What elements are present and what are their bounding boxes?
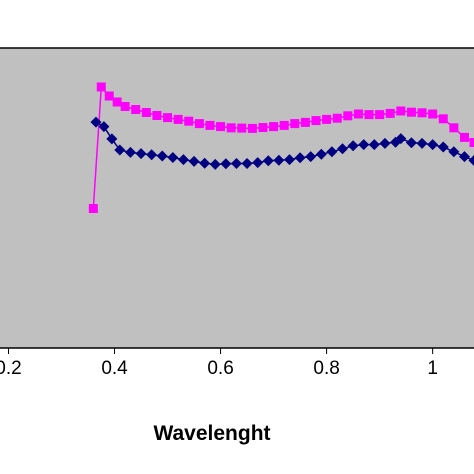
data-point xyxy=(279,120,289,130)
data-point xyxy=(347,140,359,152)
data-point xyxy=(216,122,226,132)
data-point xyxy=(322,114,332,124)
data-point xyxy=(337,143,349,155)
data-point xyxy=(173,114,183,124)
data-point xyxy=(237,123,247,133)
data-point xyxy=(90,116,102,128)
data-point xyxy=(273,154,285,166)
data-point xyxy=(163,113,173,123)
data-point xyxy=(124,146,136,158)
data-point xyxy=(294,152,306,164)
data-point xyxy=(98,121,110,133)
x-tick-label: 0.6 xyxy=(207,358,233,379)
data-point xyxy=(379,137,391,149)
data-point xyxy=(152,111,162,120)
data-point xyxy=(104,91,114,101)
data-point xyxy=(416,137,428,149)
data-point xyxy=(395,133,407,145)
data-point xyxy=(96,82,106,92)
data-point xyxy=(262,155,274,167)
data-point xyxy=(428,109,438,119)
data-point xyxy=(209,158,221,170)
data-point xyxy=(343,111,353,121)
data-point xyxy=(188,155,200,167)
data-point xyxy=(156,150,168,162)
data-point xyxy=(458,151,470,163)
data-point xyxy=(199,157,211,169)
data-point xyxy=(269,122,279,132)
data-point xyxy=(230,158,242,169)
data-point xyxy=(468,155,474,166)
data-point xyxy=(368,139,380,151)
x-tick-label: 0.4 xyxy=(101,358,128,379)
data-point xyxy=(358,139,370,151)
data-point xyxy=(405,137,417,149)
data-point xyxy=(205,120,215,130)
data-point xyxy=(396,106,406,116)
data-point xyxy=(112,97,122,107)
data-point xyxy=(283,154,295,166)
series-layer xyxy=(88,82,474,213)
series-2 xyxy=(90,116,474,170)
data-point xyxy=(438,114,448,124)
data-point xyxy=(459,132,469,142)
data-point xyxy=(177,154,189,166)
data-point xyxy=(226,123,236,133)
x-axis: 0.2 0.4 0.6 0.8 1 xyxy=(0,348,438,379)
data-point xyxy=(252,157,264,169)
data-point xyxy=(364,110,374,120)
data-point xyxy=(141,108,151,117)
series-1 xyxy=(88,82,474,213)
data-point xyxy=(258,123,268,132)
x-tick-label: 1 xyxy=(427,358,438,379)
x-tick-label: 0.2 xyxy=(0,358,22,379)
x-tick-label: 0.8 xyxy=(313,358,339,379)
data-point xyxy=(449,123,459,133)
data-point xyxy=(385,108,395,118)
data-point xyxy=(448,146,460,158)
data-point xyxy=(241,158,253,169)
data-point xyxy=(311,116,321,126)
data-point xyxy=(427,139,439,151)
data-point xyxy=(194,119,204,129)
data-point xyxy=(332,113,342,123)
data-point xyxy=(106,133,118,145)
data-point xyxy=(290,119,300,129)
data-point xyxy=(220,158,232,170)
data-point xyxy=(437,141,449,153)
data-point xyxy=(375,110,385,120)
data-point xyxy=(114,144,126,156)
data-point xyxy=(305,151,317,163)
data-point xyxy=(469,138,474,147)
data-point xyxy=(417,108,427,118)
data-point xyxy=(167,152,179,163)
data-point xyxy=(353,109,363,119)
data-point xyxy=(120,102,130,111)
data-point xyxy=(131,105,141,114)
x-axis-title: Wavelenght xyxy=(153,422,270,445)
data-point xyxy=(300,117,310,127)
data-point xyxy=(88,204,98,213)
data-point xyxy=(406,107,416,117)
data-point xyxy=(146,149,158,161)
data-point xyxy=(135,148,147,160)
data-point xyxy=(247,123,257,133)
data-point xyxy=(326,146,338,158)
data-point xyxy=(184,116,194,126)
plot-area xyxy=(0,47,474,349)
data-point xyxy=(315,148,327,160)
